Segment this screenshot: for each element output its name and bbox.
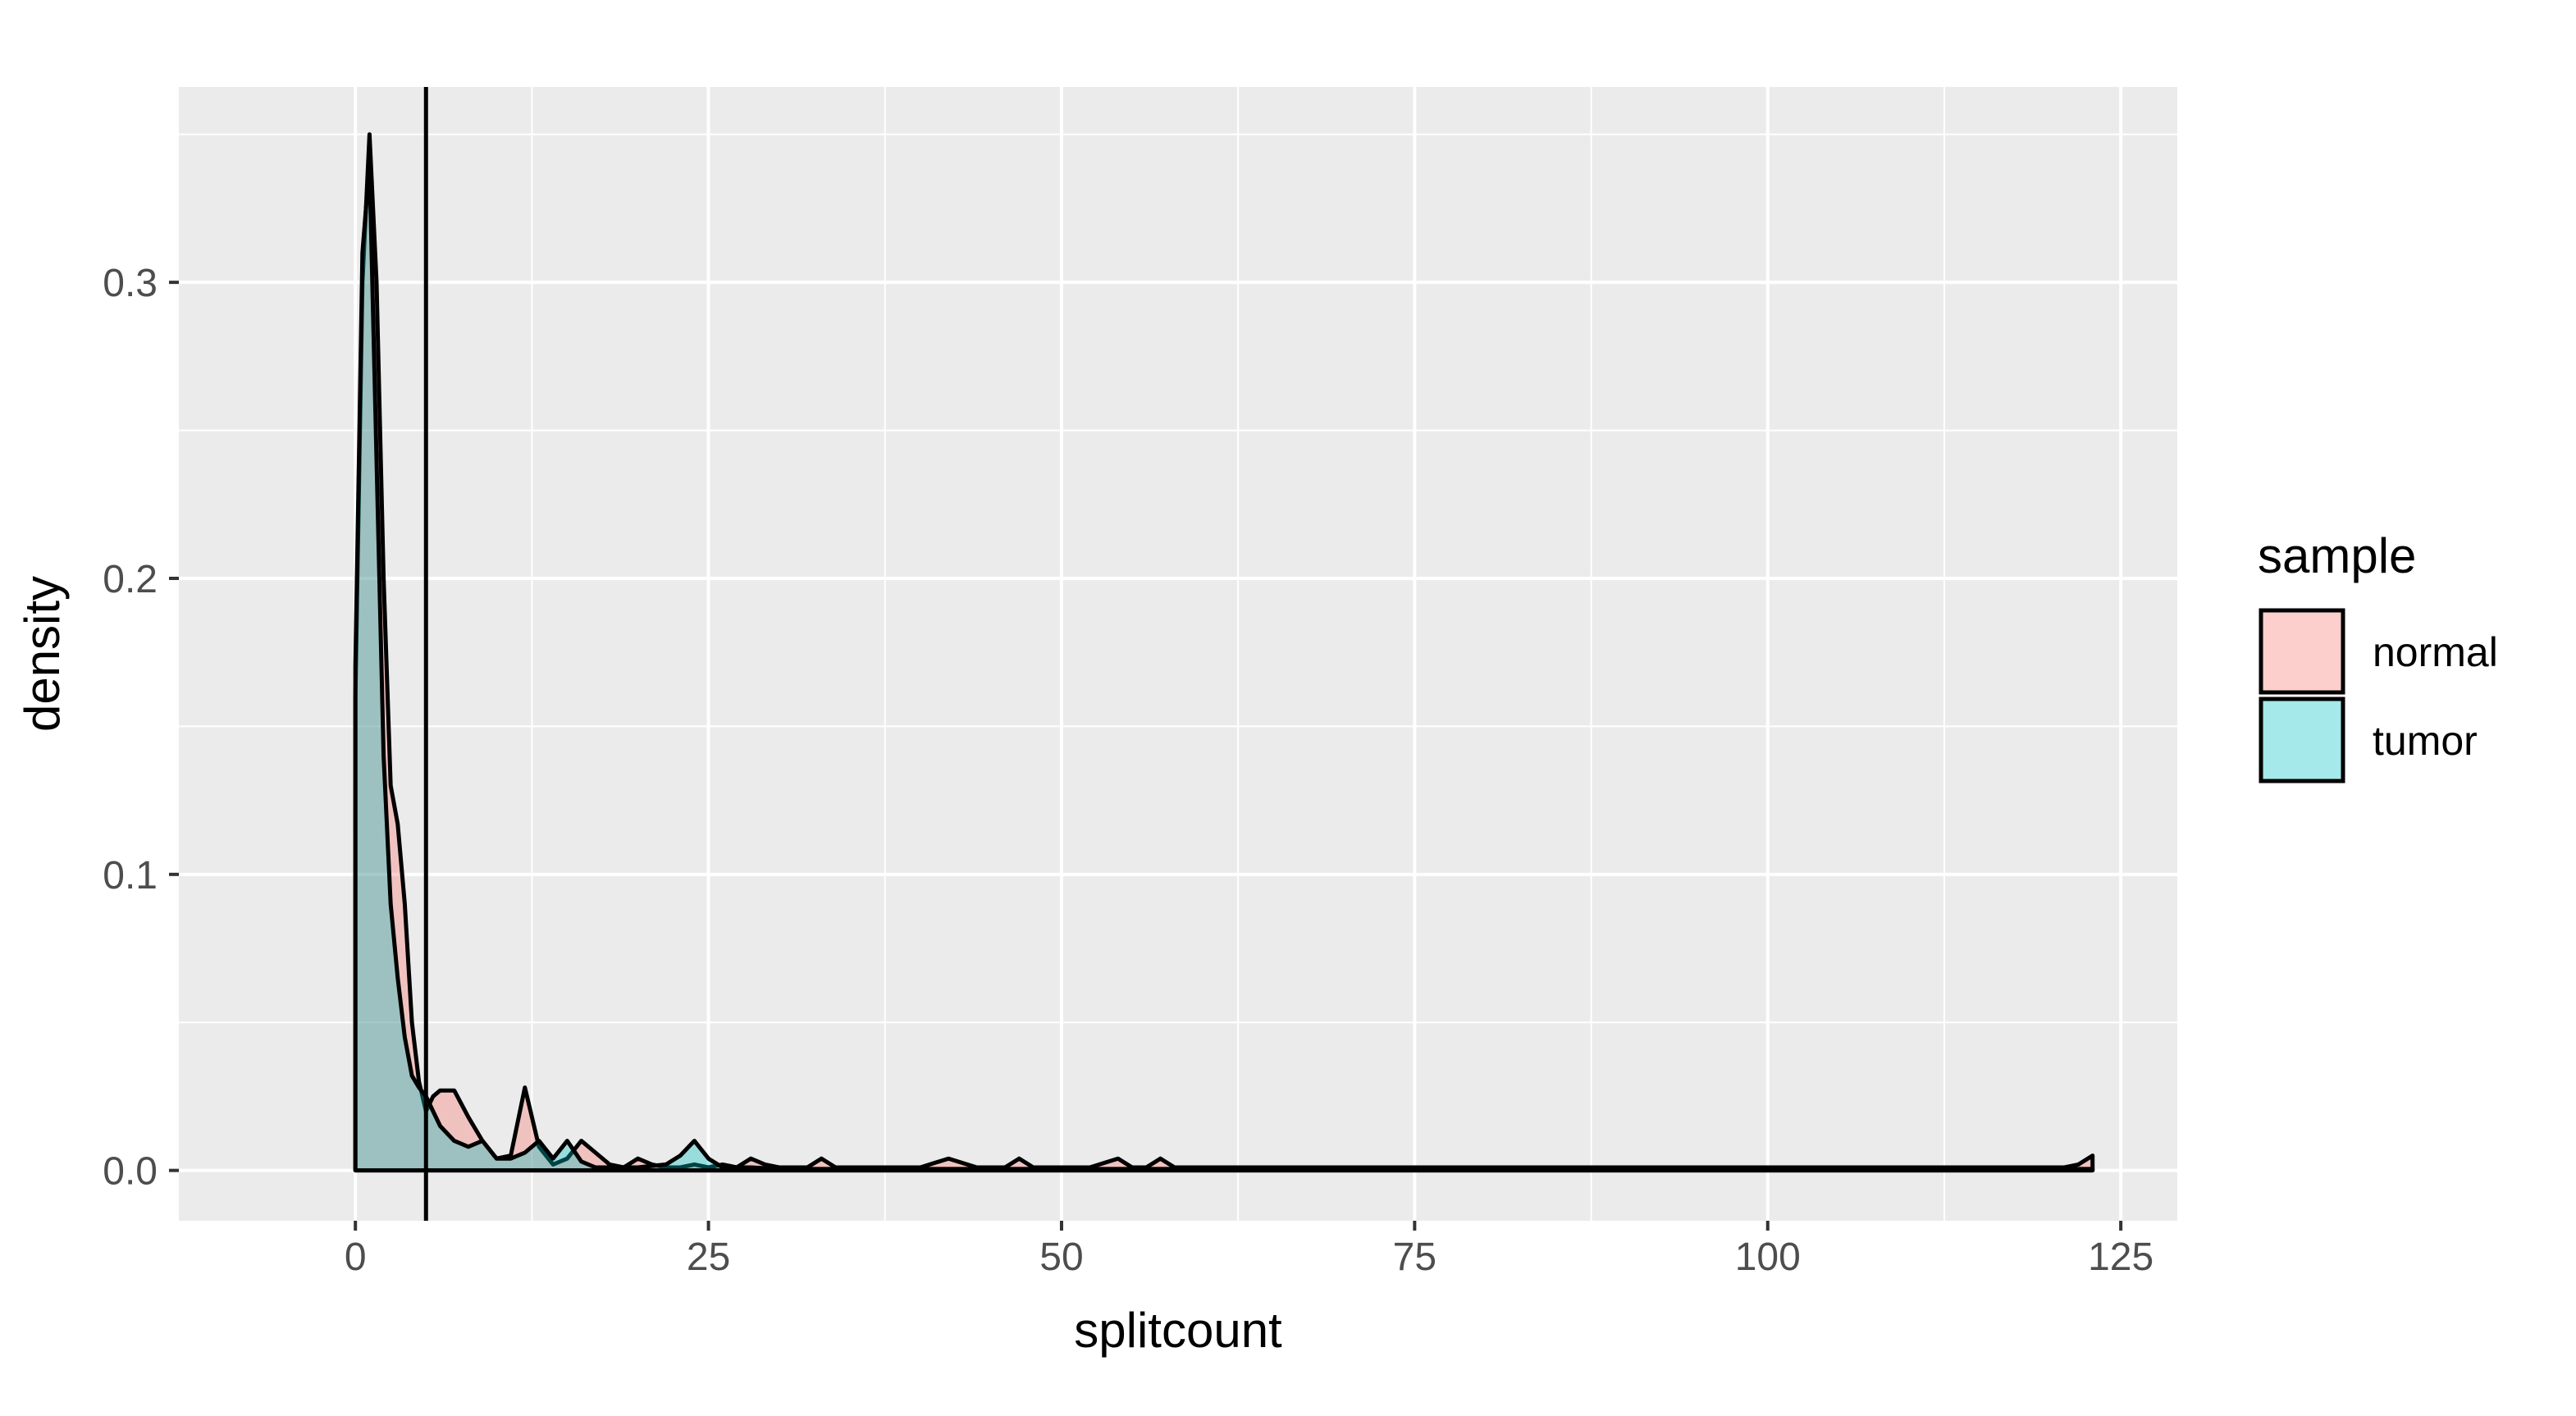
y-axis: 0.0 0.1 0.2 0.3: [103, 262, 179, 1194]
y-tick-label: 0.2: [103, 558, 158, 601]
legend-key-tumor: [2259, 697, 2345, 783]
minor-gridlines: [179, 87, 2177, 1221]
plot-panel: [179, 87, 2177, 1221]
y-tick-label: 0.1: [103, 854, 158, 898]
x-axis-title: splitcount: [1074, 1303, 1282, 1358]
major-gridlines: [179, 87, 2177, 1221]
x-axis: 0 25 50 75 100 125: [345, 1221, 2154, 1279]
density-area-tumor: [353, 162, 2095, 1173]
x-tick-label: 100: [1735, 1236, 1801, 1279]
x-tick-label: 125: [2088, 1236, 2154, 1279]
legend-key-normal: [2259, 608, 2345, 695]
y-tick-label: 0.0: [103, 1150, 158, 1194]
legend: sample normal tumor: [2258, 528, 2498, 783]
x-tick-label: 75: [1393, 1236, 1436, 1279]
legend-label-tumor: tumor: [2373, 718, 2478, 764]
legend-entries: normal tumor: [2259, 608, 2498, 783]
x-tick-label: 50: [1039, 1236, 1083, 1279]
legend-label-normal: normal: [2373, 629, 2498, 675]
y-axis-title: density: [15, 576, 70, 732]
legend-title: sample: [2258, 528, 2416, 583]
x-tick-label: 0: [345, 1236, 367, 1279]
y-tick-label: 0.3: [103, 262, 158, 305]
x-tick-label: 25: [687, 1236, 730, 1279]
